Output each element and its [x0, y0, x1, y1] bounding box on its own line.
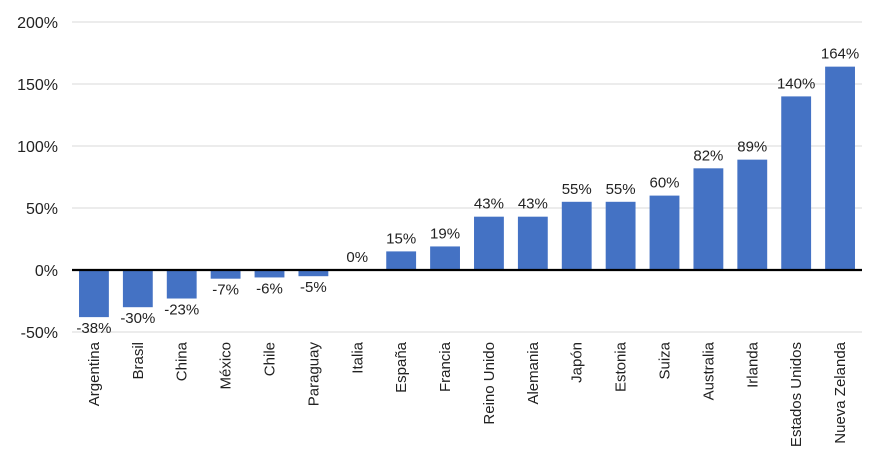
- data-label-china: -23%: [164, 302, 199, 319]
- bar-irlanda: [737, 159, 768, 270]
- y-tick-label: 100%: [17, 139, 58, 156]
- data-label-estonia: 55%: [606, 181, 636, 198]
- category-label-australia: Australia: [700, 341, 717, 400]
- y-tick-label: 50%: [26, 201, 58, 218]
- data-labels: -38% -30% -23% -7% -6% -5% 0% 15% 19% 43% 43% 55% 55…: [76, 46, 859, 337]
- x-axis-category-labels: Argentina Brasil China México Chile Paraguay I…: [86, 341, 849, 447]
- y-axis-tick-labels: -50% 0% 50% 100% 150% 200%: [17, 15, 58, 342]
- category-label-nueva-zelanda: Nueva Zelanda: [832, 341, 849, 443]
- category-label-paraguay: Paraguay: [305, 342, 322, 407]
- category-label-japon: Japón: [569, 342, 586, 383]
- category-label-estonia: Estonia: [613, 341, 630, 392]
- data-label-italia: 0%: [346, 249, 368, 266]
- y-tick-label: -50%: [21, 325, 58, 342]
- category-label-argentina: Argentina: [86, 341, 103, 406]
- data-label-argentina: -38%: [76, 320, 111, 337]
- bars: [79, 66, 855, 318]
- data-label-alemania: 43%: [518, 196, 548, 213]
- bar-suiza: [649, 195, 680, 270]
- bar-estonia: [605, 201, 636, 270]
- category-label-chile: Chile: [262, 342, 279, 376]
- category-label-suiza: Suiza: [657, 341, 674, 379]
- data-label-australia: 82%: [693, 147, 723, 164]
- category-label-alemania: Alemania: [525, 341, 542, 404]
- data-label-paraguay: -5%: [300, 279, 327, 296]
- category-label-italia: Italia: [349, 341, 366, 373]
- bar-japon: [561, 201, 592, 270]
- bar-paraguay: [298, 270, 329, 277]
- category-label-reino-unido: Reino Unido: [481, 342, 498, 425]
- category-label-china: China: [174, 341, 191, 381]
- bar-chile: [254, 270, 285, 278]
- category-label-francia: Francia: [437, 341, 454, 392]
- category-label-mexico: México: [218, 342, 235, 390]
- data-label-irlanda: 89%: [737, 139, 767, 156]
- y-tick-label: 200%: [17, 15, 58, 32]
- data-label-chile: -6%: [256, 280, 283, 297]
- category-label-espana: España: [393, 341, 410, 393]
- category-label-brasil: Brasil: [130, 342, 147, 380]
- bar-nueva-zelanda: [825, 66, 855, 270]
- bar-estados-unidos: [781, 96, 812, 271]
- data-label-japon: 55%: [562, 181, 592, 198]
- data-label-nueva-zelanda: 164%: [821, 46, 859, 63]
- bar-espana: [386, 251, 417, 270]
- data-label-estados-unidos: 140%: [777, 75, 815, 92]
- bar-brasil: [122, 270, 153, 308]
- category-label-estados-unidos: Estados Unidos: [788, 342, 805, 447]
- data-label-brasil: -30%: [120, 310, 155, 327]
- data-label-espana: 15%: [386, 230, 416, 247]
- bar-australia: [693, 168, 724, 270]
- bar-alemania: [517, 216, 548, 270]
- data-label-francia: 19%: [430, 225, 460, 242]
- y-tick-label: 150%: [17, 77, 58, 94]
- y-tick-label: 0%: [35, 263, 58, 280]
- bar-argentina: [79, 270, 109, 318]
- data-label-reino-unido: 43%: [474, 196, 504, 213]
- data-label-mexico: -7%: [212, 282, 239, 299]
- gridlines: [72, 21, 862, 333]
- data-label-suiza: 60%: [649, 175, 679, 192]
- bar-mexico: [210, 270, 241, 279]
- bar-reino-unido: [474, 216, 504, 270]
- bar-francia: [430, 246, 460, 270]
- category-label-irlanda: Irlanda: [744, 341, 761, 388]
- bar-china: [166, 270, 197, 299]
